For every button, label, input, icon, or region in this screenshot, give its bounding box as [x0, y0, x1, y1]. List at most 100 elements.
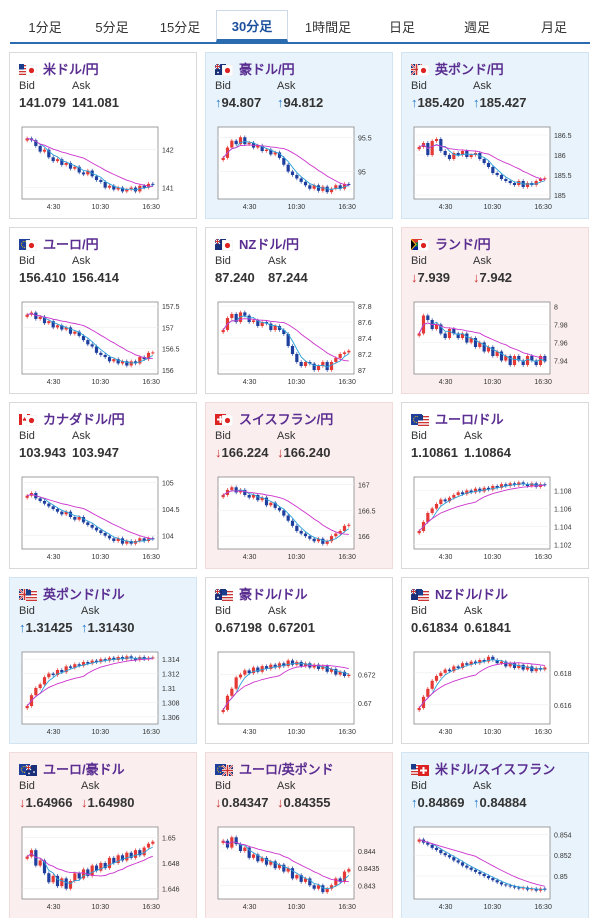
candle: [517, 356, 521, 361]
rate-card[interactable]: 英ポンド/ドル Bid Ask ↑1.31425 ↑1.31430 1.314 1.312 1…: [9, 577, 197, 744]
y-tick-label: 0.8435: [358, 866, 380, 873]
rate-card[interactable]: ユーロ/英ポンド Bid Ask ↓0.84347 ↓0.84355 0.844 0.843…: [205, 752, 393, 918]
candle: [25, 706, 29, 709]
bid-value-text: 7.939: [417, 270, 451, 285]
candle: [73, 166, 77, 169]
pair-name[interactable]: NZドル/ドル: [435, 586, 508, 602]
pair-name[interactable]: 豪ドル/ドル: [239, 586, 308, 602]
candlestick-chart[interactable]: 95.5 95 4:30 10:30 16:30: [214, 123, 384, 213]
y-tick-label: 186: [554, 153, 566, 160]
rate-card[interactable]: ユーロ/ドル Bid Ask 1.10861 1.10864 1.108 1.106 1.10…: [401, 402, 589, 569]
pair-name[interactable]: ランド/円: [435, 236, 491, 252]
x-tick-label: 4:30: [47, 729, 61, 736]
candle: [299, 875, 303, 882]
rate-card[interactable]: 米ドル/円 Bid Ask 141.079 141.081 142 141 4:30 10:30…: [9, 52, 197, 219]
candlestick-chart[interactable]: 1.314 1.312 1.31 1.308 1.306 4:30 10:30 16:30: [18, 648, 188, 738]
pair-name[interactable]: 米ドル/円: [43, 61, 99, 77]
y-tick-label: 1.31: [162, 686, 176, 693]
tab-3[interactable]: 15分足: [159, 19, 201, 35]
x-tick-label: 4:30: [243, 729, 257, 736]
plot-area: [217, 476, 355, 550]
rate-card[interactable]: 豪ドル/円 Bid Ask ↑94.807 ↑94.812 95.5 95 4:30 10:30…: [205, 52, 393, 219]
candlestick-chart[interactable]: 1.108 1.106 1.104 1.102 4:30 10:30 16:30: [410, 473, 580, 563]
card-header: 英ポンド/ドル: [18, 585, 125, 602]
rate-card[interactable]: ランド/円 Bid Ask ↓7.939 ↓7.942 8 7.98 7.96 7.94 4:30…: [401, 227, 589, 394]
candle: [434, 139, 439, 141]
rate-card[interactable]: ユーロ/豪ドル Bid Ask ↓1.64966 ↓1.64980 1.65 1.648 1.…: [9, 752, 197, 918]
candle: [338, 531, 342, 534]
plot-area: [413, 126, 551, 200]
x-tick-label: 16:30: [534, 729, 552, 736]
candle: [295, 525, 299, 531]
candle: [521, 664, 525, 670]
pair-name[interactable]: NZドル/円: [239, 236, 299, 252]
candle: [439, 849, 443, 854]
rate-card[interactable]: NZドル/円 Bid Ask 87.240 87.244 87.8 87.6 87.4 87.2…: [205, 227, 393, 394]
candle: [338, 185, 342, 189]
ask-value: 87.244: [268, 270, 308, 285]
candlestick-chart[interactable]: 1.65 1.648 1.646 4:30 10:30 16:30: [18, 823, 188, 913]
flag-icon: [411, 412, 429, 426]
pair-name[interactable]: ユーロ/豪ドル: [43, 761, 125, 777]
ask-value: ↑185.427: [473, 95, 527, 110]
pair-name[interactable]: スイスフラン/円: [239, 411, 334, 427]
pair-name[interactable]: 英ポンド/円: [435, 61, 504, 77]
candle: [290, 171, 295, 175]
candlestick-chart[interactable]: 142 141 4:30 10:30 16:30: [18, 123, 188, 213]
candle: [299, 531, 303, 534]
candle: [286, 868, 290, 872]
candle: [264, 149, 269, 151]
x-tick-label: 4:30: [439, 204, 453, 211]
candle: [338, 671, 342, 675]
candle: [303, 362, 308, 366]
pair-name[interactable]: 豪ドル/円: [239, 61, 295, 77]
ask-value: ↓166.240: [277, 445, 331, 460]
x-tick-label: 4:30: [243, 904, 257, 911]
pair-name[interactable]: ユーロ/英ポンド: [239, 761, 334, 777]
rate-card[interactable]: 米ドル/スイスフラン Bid Ask ↑0.84869 ↑0.84884 0.854 0.8…: [401, 752, 589, 918]
candlestick-chart[interactable]: 105 104.5 104 4:30 10:30 16:30: [18, 473, 188, 563]
candle: [230, 487, 234, 490]
plot-area: [21, 476, 159, 550]
candlestick-chart[interactable]: 0.854 0.852 0.85 4:30 10:30 16:30: [410, 823, 580, 913]
candlestick-chart[interactable]: 186.5 186 185.5 185 4:30 10:30 16:30: [410, 123, 580, 213]
pair-name[interactable]: 米ドル/スイスフラン: [435, 761, 556, 777]
pair-name[interactable]: ユーロ/ドル: [435, 411, 504, 427]
candle: [221, 709, 225, 713]
candle: [151, 841, 155, 844]
rate-card[interactable]: 英ポンド/円 Bid Ask ↑185.420 ↑185.427 186.5 186 185.…: [401, 52, 589, 219]
bid-value-text: 0.84347: [221, 795, 269, 810]
pair-name[interactable]: カナダドル/円: [43, 411, 125, 427]
candle: [478, 871, 482, 874]
tab-8[interactable]: 月足: [540, 19, 567, 35]
candlestick-chart[interactable]: 8 7.98 7.96 7.94 4:30 10:30 16:30: [410, 298, 580, 388]
rate-card[interactable]: NZドル/ドル Bid Ask 0.61834 0.61841 0.618 0.616 4:3…: [401, 577, 589, 744]
candlestick-chart[interactable]: 0.672 0.67 4:30 10:30 16:30: [214, 648, 384, 738]
rate-card[interactable]: 豪ドル/ドル Bid Ask 0.67198 0.67201 0.672 0.67 4:30 1…: [205, 577, 393, 744]
candle: [465, 663, 469, 665]
tab-4[interactable]: 30分足: [216, 10, 288, 42]
candlestick-chart[interactable]: 157.5 157 156.5 156 4:30 10:30 16:30: [18, 298, 188, 388]
rate-card[interactable]: ユーロ/円 Bid Ask 156.410 156.414 157.5 157 156.5 15…: [9, 227, 197, 394]
candlestick-chart[interactable]: 87.8 87.6 87.4 87.2 87 4:30 10:30 16:30: [214, 298, 384, 388]
rate-card[interactable]: スイスフラン/円 Bid Ask ↓166.224 ↓166.240 167 166.5 16…: [205, 402, 393, 569]
candlestick-chart[interactable]: 0.618 0.616 4:30 10:30 16:30: [410, 648, 580, 738]
candle: [290, 660, 295, 665]
tab-6[interactable]: 日足: [388, 19, 415, 35]
ma-short-line: [27, 137, 153, 191]
flag-icon: [215, 762, 234, 777]
rate-card[interactable]: カナダドル/円 Bid Ask 103.943 103.947 105 104.5 104 4:…: [9, 402, 197, 569]
pair-name[interactable]: ユーロ/円: [43, 236, 99, 252]
tab-7[interactable]: 週足: [463, 19, 490, 35]
pair-name[interactable]: 英ポンド/ドル: [43, 586, 125, 602]
candle: [238, 844, 243, 851]
candle: [221, 840, 225, 843]
bid-value-text: 1.64966: [25, 795, 73, 810]
candle: [260, 145, 264, 151]
candlestick-chart[interactable]: 0.844 0.8435 0.843 4:30 10:30 16:30: [214, 823, 384, 913]
timeframe-tabs: 1分足 5分足 15分足 30分足 1時間足 日足 週足 月足: [10, 10, 590, 44]
tab-2[interactable]: 5分足: [95, 19, 129, 35]
tab-5[interactable]: 1時間足: [304, 19, 352, 35]
candlestick-chart[interactable]: 167 166.5 166 4:30 10:30 16:30: [214, 473, 384, 563]
tab-1[interactable]: 1分足: [28, 19, 62, 35]
